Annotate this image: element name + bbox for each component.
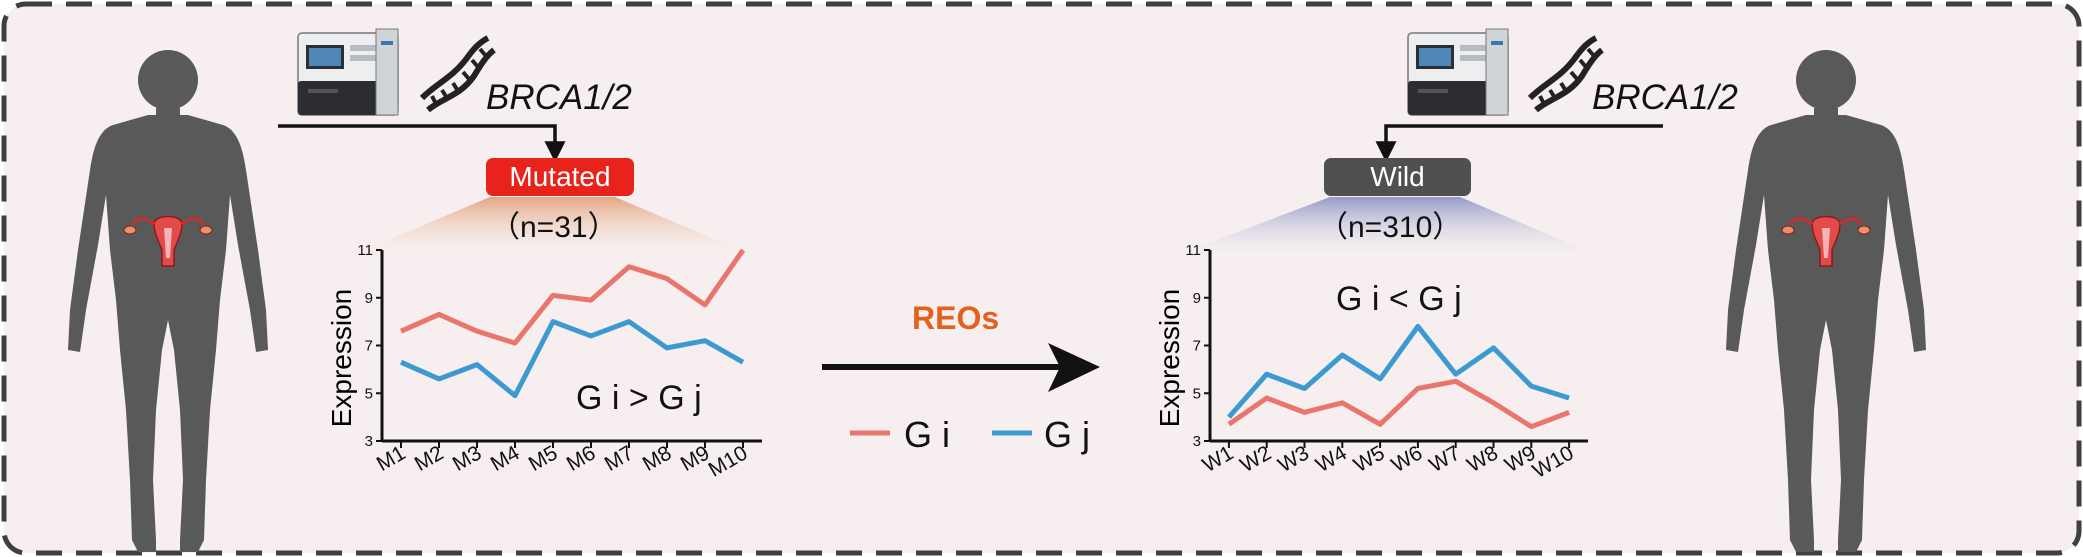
wild-spotlight <box>1185 197 1590 252</box>
mutated-y-tick-label: 11 <box>357 242 373 259</box>
wild-series-gj-line <box>1227 323 1570 419</box>
mutated-y-tick-label: 5 <box>365 385 373 402</box>
wild-connector-arrow <box>1375 124 1663 163</box>
mutated-count-label: （n=31） <box>490 211 618 244</box>
mutated-spotlight <box>360 197 745 252</box>
legend-gi-label: G i <box>904 414 951 455</box>
mutated-y-tick-label: 3 <box>365 433 373 450</box>
wild-y-tick-label: 3 <box>1193 433 1201 450</box>
mutated-y-tick-label: 9 <box>365 290 373 307</box>
mutated-connector-arrow <box>278 124 566 163</box>
mutated-comparison-label: G i > G j <box>576 379 702 417</box>
reos-arrow-head <box>1048 343 1100 392</box>
mutated-y-axis-title: Expression <box>326 288 357 428</box>
gene-label-right: BRCA1/2 <box>1592 78 1738 117</box>
mutated-y-tick-label: 7 <box>365 338 373 355</box>
wild-status-badge: Wild <box>1324 158 1471 196</box>
wild-count-label: （n=310） <box>1318 211 1463 244</box>
wild-y-tick-label: 7 <box>1193 338 1201 355</box>
gene-label-left: BRCA1/2 <box>486 78 632 117</box>
sequencer-left-icon <box>297 28 399 116</box>
legend-gj-label: G j <box>1044 414 1091 455</box>
wild-series-gi-line <box>1227 378 1570 430</box>
mutated-status-badge: Mutated <box>486 158 634 196</box>
mutated-series-gj-line <box>399 319 745 399</box>
wild-y-tick-label: 9 <box>1193 290 1201 307</box>
wild-comparison-label: G i < G j <box>1336 280 1462 318</box>
reos-label: REOs <box>912 300 1000 336</box>
wild-y-axis-title: Expression <box>1154 288 1185 428</box>
mutated-series-gi-line <box>399 248 746 346</box>
wild-y-tick-label: 11 <box>1185 242 1201 259</box>
sequencer-right-icon <box>1407 28 1509 116</box>
wild-y-tick-label: 5 <box>1193 385 1201 402</box>
